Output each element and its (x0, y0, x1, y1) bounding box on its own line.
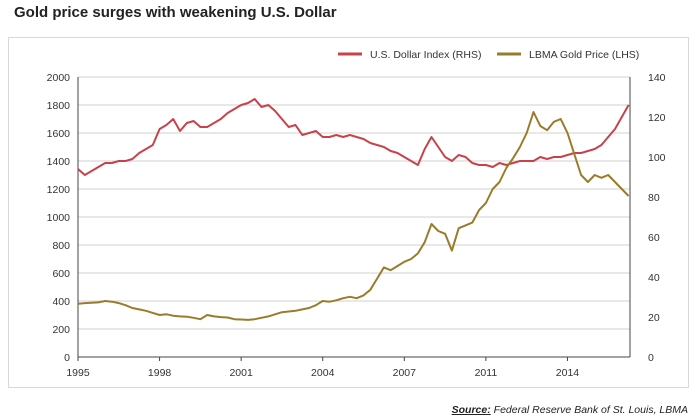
gold-price-line (77, 111, 630, 321)
x-tick-label: 2007 (393, 367, 417, 379)
y-left-tick-label: 1600 (47, 128, 71, 140)
chart-frame (8, 37, 689, 388)
x-tick-label: 2004 (311, 367, 335, 379)
x-tick-label: 2014 (556, 367, 580, 379)
y-right-tick-label: 80 (648, 192, 660, 204)
x-tick-label: 2011 (475, 367, 498, 379)
y-left-tick-label: 800 (52, 240, 70, 252)
y-left-tick-label: 1400 (47, 156, 71, 168)
y-left-tick-label: 1800 (47, 100, 71, 112)
y-left-tick-label: 0 (64, 352, 70, 364)
y-right-tick-label: 0 (648, 352, 654, 364)
y-left-tick-label: 200 (52, 324, 70, 336)
y-right-tick-label: 120 (648, 112, 666, 124)
y-left-tick-label: 1000 (47, 212, 71, 224)
y-right-tick-label: 100 (648, 152, 666, 164)
legend-usd-label: U.S. Dollar Index (RHS) (370, 49, 481, 61)
x-tick-label: 1998 (148, 367, 172, 379)
chart-title: Gold price surges with weakening U.S. Do… (14, 4, 337, 21)
source-text: Federal Reserve Bank of St. Louis, LBMA (493, 404, 688, 416)
y-left-tick-label: 400 (52, 296, 70, 308)
y-left-tick-label: 1200 (47, 184, 71, 196)
x-tick-label: 2001 (229, 367, 253, 379)
x-tick-label: 1995 (66, 367, 90, 379)
y-right-tick-label: 140 (648, 72, 666, 84)
y-left-tick-label: 2000 (47, 72, 71, 84)
y-right-tick-label: 20 (648, 312, 660, 324)
usd-index-line (77, 98, 630, 176)
legend-gold-label: LBMA Gold Price (LHS) (529, 49, 639, 61)
y-right-tick-label: 60 (648, 232, 660, 244)
y-right-tick-label: 40 (648, 272, 660, 284)
source-note: Source: Federal Reserve Bank of St. Loui… (452, 404, 688, 416)
source-label: Source: (451, 404, 491, 416)
y-left-tick-label: 600 (52, 268, 70, 280)
